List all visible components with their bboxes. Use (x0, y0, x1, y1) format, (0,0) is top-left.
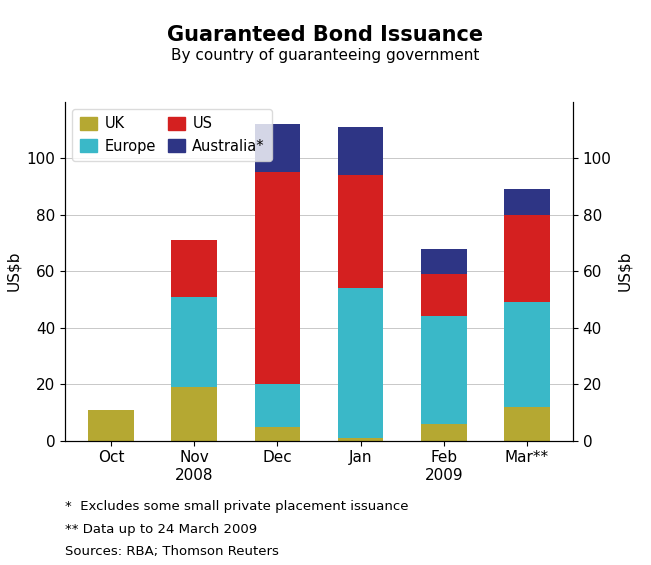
Bar (338, 438, 383, 441)
Bar (504, 302, 550, 407)
Bar (171, 387, 217, 441)
Bar (421, 274, 467, 316)
Bar (338, 175, 383, 288)
Bar (421, 316, 467, 424)
Bar (255, 172, 300, 384)
Y-axis label: US$b: US$b (617, 251, 632, 292)
Text: By country of guaranteeing government: By country of guaranteeing government (171, 48, 480, 63)
Bar (338, 288, 383, 438)
Text: Guaranteed Bond Issuance: Guaranteed Bond Issuance (167, 25, 484, 45)
Bar (504, 215, 550, 302)
Bar (421, 424, 467, 441)
Legend: UK, Europe, US, Australia*: UK, Europe, US, Australia* (72, 109, 272, 161)
Bar (171, 240, 217, 297)
Bar (421, 249, 467, 274)
Bar (504, 407, 550, 441)
Bar (504, 189, 550, 215)
Text: ** Data up to 24 March 2009: ** Data up to 24 March 2009 (65, 523, 257, 536)
Bar (88, 410, 134, 441)
Bar (338, 127, 383, 175)
Text: *  Excludes some small private placement issuance: * Excludes some small private placement … (65, 500, 409, 513)
Bar (255, 384, 300, 427)
Y-axis label: US$b: US$b (6, 251, 21, 292)
Text: Sources: RBA; Thomson Reuters: Sources: RBA; Thomson Reuters (65, 545, 279, 558)
Bar (171, 297, 217, 387)
Bar (255, 427, 300, 441)
Bar (255, 124, 300, 172)
